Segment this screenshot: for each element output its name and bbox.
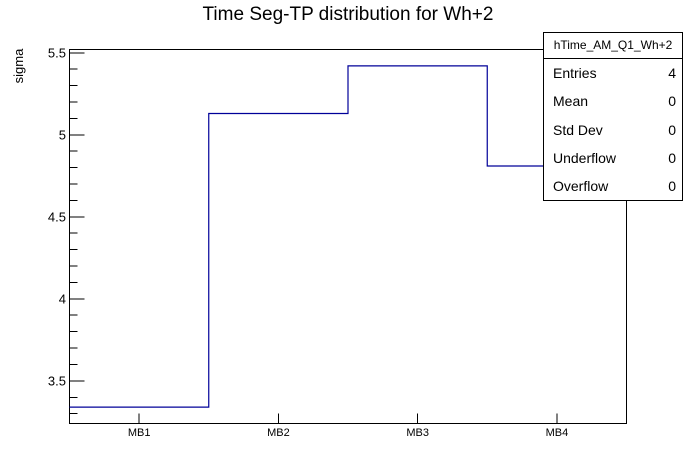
stats-label: Entries xyxy=(553,65,597,82)
stats-row-stddev: Std Dev 0 xyxy=(544,115,682,143)
stats-row-underflow: Underflow 0 xyxy=(544,144,682,172)
stats-value: 4 xyxy=(668,65,676,82)
stats-box-rows: Entries 4 Mean 0 Std Dev 0 Underflow 0 O… xyxy=(544,59,682,200)
stats-value: 0 xyxy=(668,177,676,194)
stats-value: 0 xyxy=(668,121,676,138)
stats-box: hTime_AM_Q1_Wh+2 Entries 4 Mean 0 Std De… xyxy=(543,32,683,201)
stats-label: Overflow xyxy=(553,177,609,194)
stats-value: 0 xyxy=(668,149,676,166)
stats-label: Mean xyxy=(553,93,589,110)
stats-label: Underflow xyxy=(553,149,617,166)
stats-row-overflow: Overflow 0 xyxy=(544,172,682,200)
stats-row-mean: Mean 0 xyxy=(544,87,682,115)
stats-value: 0 xyxy=(668,93,676,110)
stats-row-entries: Entries 4 xyxy=(544,59,682,87)
stats-box-title: hTime_AM_Q1_Wh+2 xyxy=(544,33,682,59)
plot-title: Time Seg-TP distribution for Wh+2 xyxy=(202,4,494,25)
stats-label: Std Dev xyxy=(553,121,603,138)
